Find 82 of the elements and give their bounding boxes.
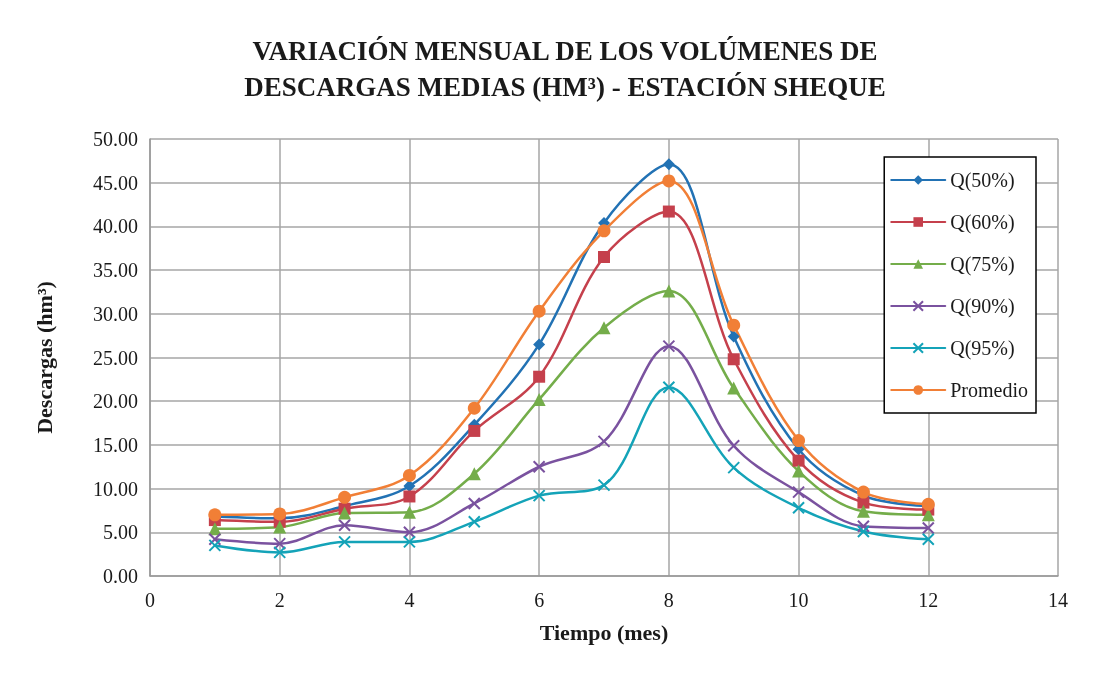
point xyxy=(338,518,352,532)
point xyxy=(338,506,352,520)
point xyxy=(402,468,416,482)
y-tick-label: 50.00 xyxy=(93,128,138,150)
point xyxy=(208,532,222,546)
point xyxy=(662,158,675,171)
y-tick-label: 40.00 xyxy=(93,215,138,238)
point xyxy=(402,525,416,539)
point xyxy=(273,537,287,551)
x-axis-title: Tiempo (mes) xyxy=(539,619,669,645)
legend-label: Q(75%) xyxy=(950,253,1015,276)
x-tick-label: 4 xyxy=(404,589,415,611)
point xyxy=(792,485,806,499)
point xyxy=(273,507,287,521)
point xyxy=(727,381,741,395)
point xyxy=(792,454,805,467)
point xyxy=(532,392,546,406)
x-tick-label: 12 xyxy=(918,589,939,611)
point xyxy=(856,524,870,538)
point xyxy=(856,504,870,518)
x-tick-label: 8 xyxy=(663,589,674,611)
y-tick-label: 15.00 xyxy=(93,433,138,456)
point xyxy=(402,535,416,549)
point xyxy=(662,339,676,353)
y-tick-label: 10.00 xyxy=(93,477,138,500)
point xyxy=(402,505,416,519)
point xyxy=(856,485,870,499)
point xyxy=(597,478,611,492)
point xyxy=(792,464,806,478)
point xyxy=(338,490,352,504)
legend-label: Q(90%) xyxy=(950,295,1015,318)
point xyxy=(467,467,481,481)
legend-label: Promedio xyxy=(950,379,1029,401)
point xyxy=(727,439,741,453)
point xyxy=(727,318,741,332)
point xyxy=(467,515,481,529)
point xyxy=(338,535,352,549)
point xyxy=(856,519,870,533)
x-tick-label: 0 xyxy=(145,589,155,611)
point xyxy=(597,224,611,238)
point xyxy=(921,521,935,535)
point xyxy=(208,538,222,552)
point xyxy=(597,434,611,448)
x-tick-label: 6 xyxy=(534,589,545,611)
y-tick-label: 25.00 xyxy=(93,346,138,369)
point xyxy=(598,250,610,263)
legend-label: Q(60%) xyxy=(950,211,1015,234)
point xyxy=(532,489,546,503)
legend-label: Q(95%) xyxy=(950,337,1015,360)
point xyxy=(921,532,935,546)
point xyxy=(533,338,546,351)
point xyxy=(468,424,481,437)
y-tick-label: 45.00 xyxy=(93,171,138,194)
y-tick-label: 0.00 xyxy=(103,565,138,587)
point xyxy=(273,545,287,559)
point xyxy=(597,321,611,335)
y-axis-title: Descargas (hm³) xyxy=(31,281,57,434)
point xyxy=(532,304,546,318)
point xyxy=(273,520,287,534)
point xyxy=(727,461,741,475)
y-tick-label: 5.00 xyxy=(103,521,138,544)
point xyxy=(662,174,676,188)
point xyxy=(532,460,546,474)
point xyxy=(727,353,740,366)
point xyxy=(662,205,675,218)
point xyxy=(403,490,416,503)
point xyxy=(467,401,481,415)
y-tick-label: 30.00 xyxy=(93,302,138,325)
legend-label: Q(50%) xyxy=(950,169,1015,192)
x-tick-label: 10 xyxy=(788,589,809,611)
point xyxy=(792,434,806,448)
chart-title: VARIACIÓN MENSUAL DE LOS VOLÚMENES DE DESCARGAS MEDIAS (HM³) - ESTACIÓN SHEQUE xyxy=(244,36,886,102)
point xyxy=(467,496,481,510)
y-tick-label: 35.00 xyxy=(93,259,138,282)
point xyxy=(662,380,676,394)
x-tick-label: 2 xyxy=(274,589,285,611)
x-tick-label: 14 xyxy=(1048,589,1068,611)
point xyxy=(533,370,546,383)
point xyxy=(662,284,676,298)
point xyxy=(792,501,806,515)
y-tick-label: 20.00 xyxy=(93,390,138,413)
point xyxy=(727,330,740,343)
